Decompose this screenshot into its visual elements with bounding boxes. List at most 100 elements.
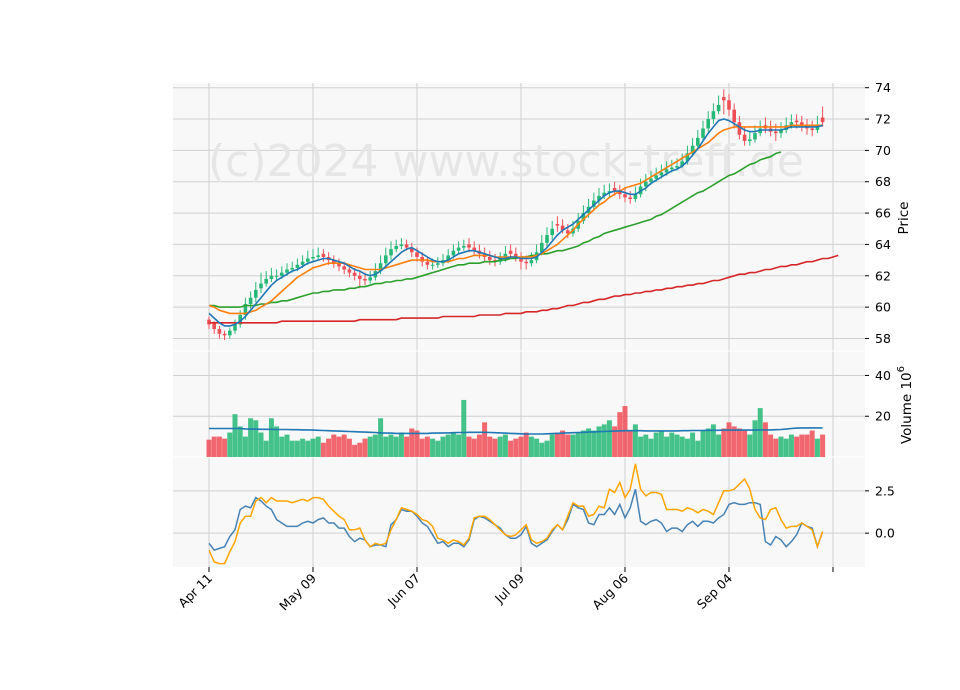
candle-body <box>742 134 747 141</box>
watermark: (c)2024 www.stock-treff.de <box>208 136 804 187</box>
candle-body <box>378 263 383 272</box>
volume-bar <box>294 440 300 457</box>
candle-body <box>737 122 742 135</box>
candle-body <box>248 297 253 304</box>
volume-bar <box>518 436 524 457</box>
volume-bar <box>617 412 623 457</box>
volume-bar <box>664 436 670 457</box>
x-tick-label: Apr 11 <box>175 571 215 611</box>
candle-body <box>472 247 476 251</box>
candle-body <box>451 250 456 256</box>
candle-body <box>581 213 586 221</box>
candle-body <box>597 195 601 201</box>
candle-body <box>410 247 414 253</box>
y-tick-label: 60 <box>875 300 891 315</box>
volume-bar <box>788 434 794 457</box>
volume-bar <box>778 436 784 457</box>
volume-bar <box>471 438 477 457</box>
candle-body <box>306 258 310 262</box>
candle-body <box>274 275 279 277</box>
volume-bar <box>762 422 768 457</box>
volume-bar <box>461 399 467 457</box>
y-tick-label: 74 <box>875 80 891 95</box>
volume-bar <box>326 438 332 457</box>
volume-bar <box>274 426 280 457</box>
volume-bar <box>414 430 420 457</box>
volume-bar <box>549 434 555 457</box>
volume-bar <box>502 434 508 457</box>
candle-body <box>820 117 825 123</box>
oscillator-panel-background <box>173 457 865 567</box>
volume-bar <box>445 434 451 457</box>
volume-bar <box>258 432 264 457</box>
candle-body <box>394 245 398 250</box>
candle-body <box>415 252 419 257</box>
candle-body <box>259 283 263 289</box>
volume-bar <box>482 422 488 457</box>
candle-body <box>696 137 700 146</box>
candle-body <box>269 275 274 279</box>
ma-200-line <box>209 254 839 324</box>
x-tick-label: Aug 06 <box>589 570 631 612</box>
volume-bar <box>528 436 534 457</box>
candle-body <box>233 324 237 331</box>
volume-axis-label: Volume 106 <box>896 366 915 444</box>
volume-bar <box>232 414 238 457</box>
candle-body <box>462 245 466 248</box>
volume-bar <box>476 434 482 457</box>
oscillator-line-osc2 <box>208 463 824 565</box>
candle-body <box>649 178 653 182</box>
y-tick-label: 72 <box>875 112 891 127</box>
candle-body <box>311 256 315 259</box>
volume-bar <box>580 430 586 457</box>
volume-bar <box>310 438 316 457</box>
volume-bar <box>679 436 685 457</box>
volume-bar <box>435 440 441 457</box>
volume-bar <box>352 444 358 457</box>
volume-bar <box>331 434 337 457</box>
candle-body <box>685 153 690 162</box>
volume-bar <box>809 430 815 457</box>
volume-bar <box>638 436 644 457</box>
ma-short-line <box>208 118 823 327</box>
y-tick-label: 70 <box>875 143 891 158</box>
volume-bar <box>544 440 550 457</box>
volume-bar <box>211 436 217 457</box>
volume-bar <box>534 438 540 457</box>
volume-bar <box>227 432 233 457</box>
x-tick-label: Jul 09 <box>491 570 527 606</box>
candle-body <box>228 330 232 336</box>
candle-body <box>321 253 326 257</box>
price-panel-background <box>173 83 865 351</box>
volume-bar <box>700 430 706 457</box>
candle-body <box>347 269 352 273</box>
volume-bar <box>336 436 342 457</box>
volume-bar <box>315 436 321 457</box>
candle-body <box>623 194 627 198</box>
candle-body <box>467 244 471 248</box>
candle-body <box>618 191 622 195</box>
volume-bar <box>773 438 779 457</box>
candle-body <box>644 181 648 187</box>
volume-bar <box>341 434 347 457</box>
candle-body <box>290 267 294 270</box>
volume-bar <box>757 408 763 457</box>
volume-bar <box>383 436 389 457</box>
volume-bar <box>731 426 737 457</box>
volume-bar <box>747 434 753 457</box>
volume-bar <box>648 438 654 457</box>
volume-bar <box>346 438 352 457</box>
volume-bar <box>606 420 612 457</box>
candle-body <box>706 119 710 129</box>
volume-bar <box>794 436 800 457</box>
candle-body <box>794 120 799 123</box>
volume-bar <box>539 442 545 457</box>
candle-body <box>675 166 679 168</box>
candle-body <box>217 329 222 334</box>
volume-bar <box>305 440 311 457</box>
volume-bar <box>820 434 826 457</box>
candle-body <box>358 275 362 279</box>
volume-bar <box>674 434 680 457</box>
volume-bar <box>404 436 410 457</box>
candle-body <box>800 122 804 126</box>
